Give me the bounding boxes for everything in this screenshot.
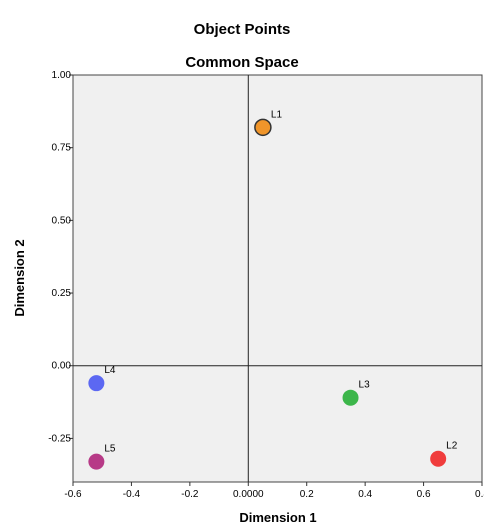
y-axis-ticks: 1.00 0.75 0.50 0.25 0.00 -0.25: [48, 70, 73, 444]
point-l5: [88, 453, 105, 470]
y-tick-label: 1.00: [52, 70, 72, 81]
plot-area: [72, 74, 483, 483]
point-l1: [254, 118, 272, 137]
x-tick-label: 0.8: [475, 489, 484, 500]
point-label: L2: [446, 441, 458, 452]
x-tick-label: 0.2: [300, 489, 314, 500]
point-label: L5: [104, 444, 116, 455]
chart-subtitle: Common Space: [185, 54, 298, 71]
y-tick-label: 0.00: [52, 361, 72, 372]
x-tick-label: -0.6: [64, 489, 82, 500]
point-label: L4: [104, 365, 116, 376]
x-tick-label: 0.6: [417, 489, 431, 500]
point-l3: [342, 389, 359, 406]
x-tick-label: 0.4: [358, 489, 372, 500]
x-tick-label: -0.4: [123, 489, 141, 500]
x-tick-label: -0.2: [181, 489, 199, 500]
point-label: L3: [359, 380, 371, 391]
point-l4: [88, 375, 105, 392]
y-tick-label: 0.50: [52, 215, 72, 226]
y-tick-label: -0.25: [48, 433, 71, 444]
y-tick-label: 0.25: [52, 288, 72, 299]
x-axis-ticks: -0.6 -0.4 -0.2 0.0000 0.2 0.4 0.6 0.8: [64, 482, 484, 500]
point-label: L1: [271, 109, 283, 120]
chart-title: Object Points: [194, 21, 291, 38]
point-l2: [430, 450, 447, 467]
data-points: L1 L2 L3 L4 L5: [88, 109, 458, 470]
x-tick-label: 0.0000: [233, 489, 264, 500]
y-axis-title: Dimension 2: [12, 239, 27, 316]
ref-lines: [73, 75, 482, 482]
y-tick-label: 0.75: [52, 143, 72, 154]
x-axis-title: Dimension 1: [239, 510, 316, 524]
